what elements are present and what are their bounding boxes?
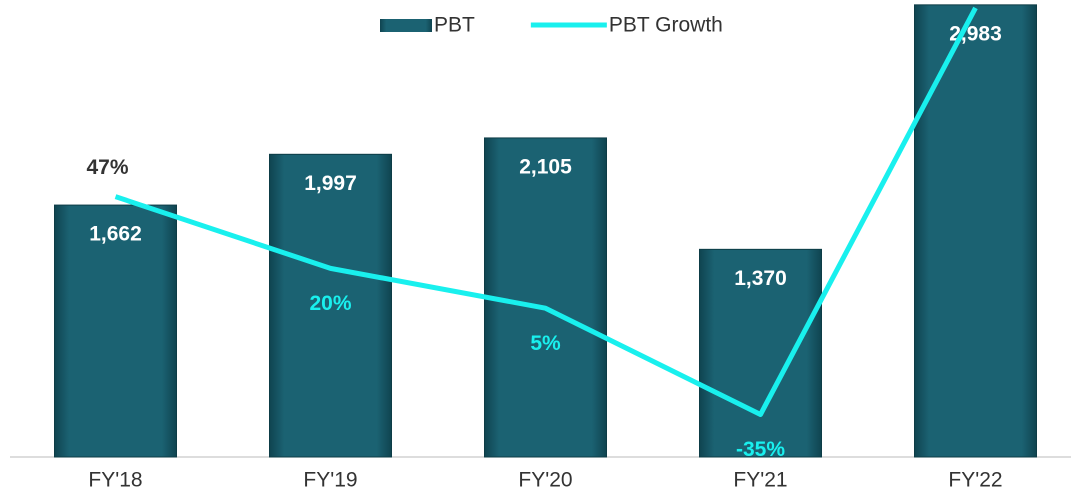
growth-line [114, 6, 978, 417]
x-tick-label: FY'19 [303, 469, 357, 492]
x-tick-label: FY'22 [948, 469, 1002, 492]
bar [54, 204, 177, 458]
x-tick-label: FY'20 [518, 469, 572, 492]
bar-label: 1,662 [89, 223, 142, 246]
bar [699, 248, 822, 458]
bar [269, 153, 392, 458]
legend-label: PBT Growth [609, 14, 723, 37]
bar-label: 1,370 [734, 267, 787, 290]
bar [484, 137, 607, 458]
x-tick-label: FY'18 [88, 469, 142, 492]
line-label: 20% [309, 292, 351, 315]
x-tick-label: FY'21 [733, 469, 787, 492]
bar [914, 4, 1037, 458]
legend-swatch [380, 19, 432, 32]
line-label: 47% [86, 156, 128, 179]
line-label: 5% [530, 332, 561, 355]
bar-label: 2,105 [519, 155, 572, 178]
bar-label: 1,997 [304, 172, 357, 195]
legend-label: PBT [434, 14, 475, 37]
line-label: -35% [736, 438, 785, 461]
